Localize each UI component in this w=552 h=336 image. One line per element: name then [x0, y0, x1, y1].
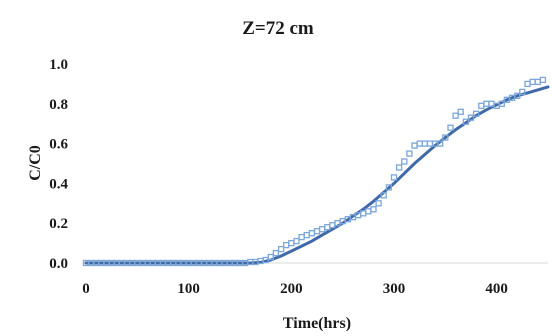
y-tick-label: 0.2: [49, 216, 68, 232]
data-point: [298, 233, 305, 241]
chart-title: Z=72 cm: [242, 18, 314, 39]
data-point: [395, 164, 403, 171]
data-point: [529, 78, 536, 86]
y-tick-label: 1.0: [49, 57, 68, 73]
y-tick-label: 0.0: [49, 256, 68, 272]
y-tick-label: 0.6: [49, 137, 68, 153]
data-point: [324, 224, 331, 231]
data-point: [288, 239, 295, 247]
data-point: [318, 226, 326, 233]
x-tick-labels: 0 100 200 300 400: [82, 281, 508, 297]
data-point: [514, 92, 521, 99]
data-point: [467, 114, 475, 121]
data-point: [303, 231, 310, 239]
data-point: [313, 228, 321, 235]
data-point: [390, 174, 398, 181]
data-point: [437, 140, 444, 147]
data-point: [411, 142, 418, 149]
data-point: [416, 140, 423, 147]
data-point: [447, 124, 454, 131]
data-point: [375, 200, 382, 207]
data-points: [82, 76, 547, 267]
data-point: [406, 150, 413, 157]
y-tick-labels: 0.0 0.2 0.4 0.6 0.8 1.0: [49, 57, 68, 272]
data-point: [421, 140, 428, 147]
data-point: [498, 100, 505, 107]
data-point: [385, 184, 393, 191]
x-tick-label: 400: [485, 281, 508, 297]
data-point: [267, 253, 274, 261]
x-tick-label: 0: [82, 281, 90, 297]
data-point: [283, 241, 290, 249]
data-point: [442, 134, 449, 141]
x-tick-label: 200: [280, 281, 303, 297]
x-axis-title: Time(hrs): [283, 315, 351, 331]
data-point: [380, 192, 387, 199]
x-tick-label: 300: [383, 281, 406, 297]
data-point: [472, 110, 480, 117]
data-point: [534, 78, 541, 86]
data-point: [293, 237, 300, 245]
data-point: [426, 140, 434, 147]
data-point: [478, 102, 485, 109]
data-point: [539, 76, 547, 84]
data-point: [524, 80, 531, 88]
data-point: [519, 88, 526, 96]
data-point: [462, 118, 470, 125]
data-point: [452, 112, 459, 119]
data-point: [401, 158, 408, 165]
data-point: [483, 100, 490, 107]
data-point: [370, 206, 377, 213]
data-point: [308, 230, 316, 237]
x-tick-label: 100: [177, 281, 200, 297]
y-axis-title: C/C0: [27, 145, 44, 181]
y-tick-label: 0.8: [49, 97, 68, 113]
data-point: [457, 108, 464, 115]
data-point: [272, 249, 280, 257]
y-tick-label: 0.4: [49, 176, 68, 192]
data-point: [277, 245, 285, 253]
data-point: [365, 208, 372, 215]
